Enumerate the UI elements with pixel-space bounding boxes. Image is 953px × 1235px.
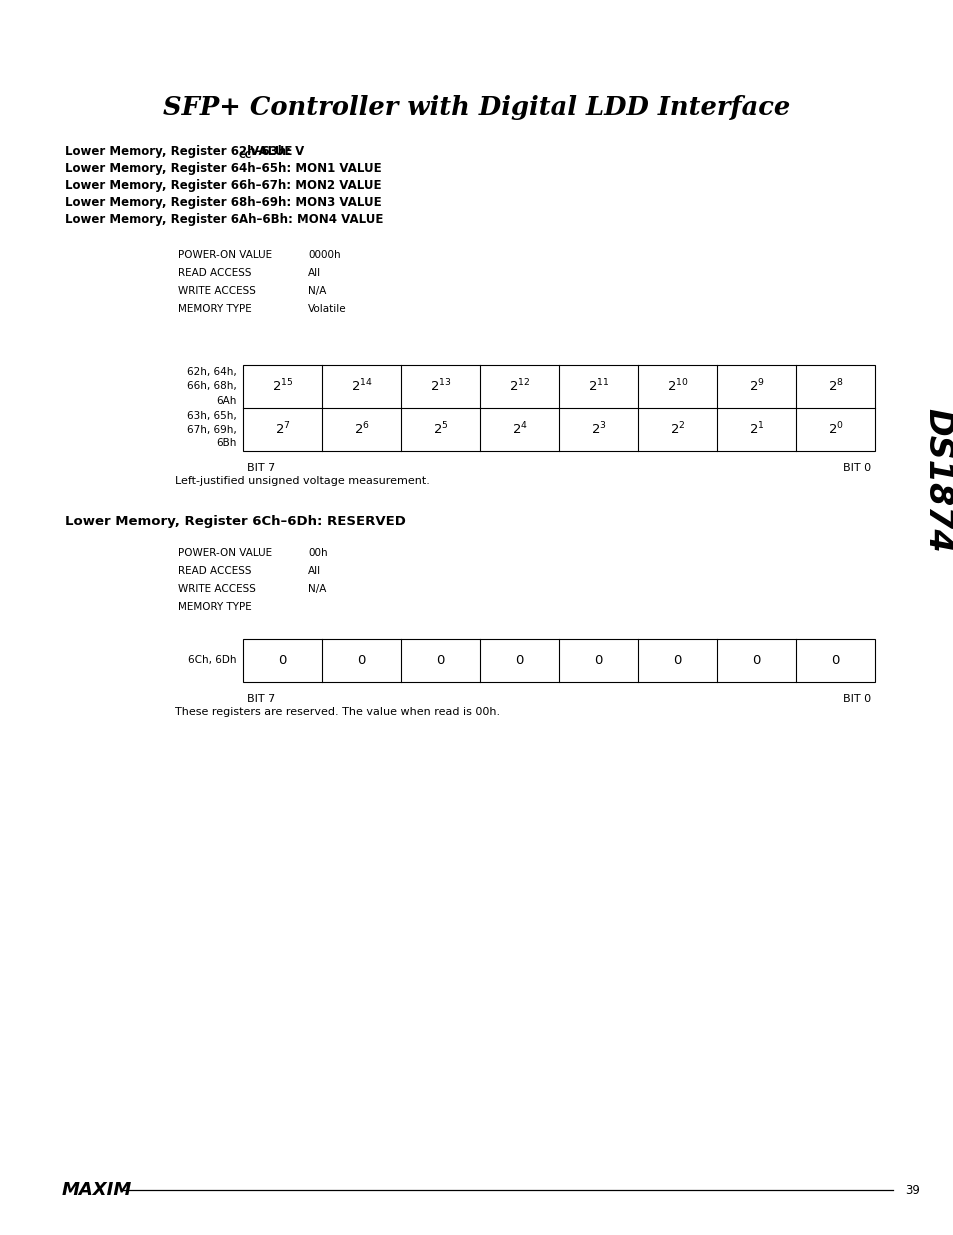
Text: 6Ch, 6Dh: 6Ch, 6Dh — [189, 656, 236, 666]
Text: N/A: N/A — [308, 287, 326, 296]
Text: 2$^{11}$: 2$^{11}$ — [587, 378, 609, 395]
Text: BIT 7: BIT 7 — [247, 463, 275, 473]
Text: Lower Memory, Register 62h–63h: V: Lower Memory, Register 62h–63h: V — [65, 144, 304, 158]
Text: MAXIM: MAXIM — [62, 1181, 132, 1199]
Text: Volatile: Volatile — [308, 304, 346, 314]
Text: Lower Memory, Register 6Ch–6Dh: RESERVED: Lower Memory, Register 6Ch–6Dh: RESERVED — [65, 515, 405, 527]
Text: 0000h: 0000h — [308, 249, 340, 261]
Text: 2$^{8}$: 2$^{8}$ — [827, 378, 842, 395]
Text: BIT 7: BIT 7 — [247, 694, 275, 704]
Text: 2$^{12}$: 2$^{12}$ — [508, 378, 530, 395]
Text: 0: 0 — [752, 655, 760, 667]
Text: 0: 0 — [357, 655, 365, 667]
Text: CC: CC — [238, 151, 252, 161]
Bar — [243, 366, 874, 451]
Text: READ ACCESS: READ ACCESS — [178, 268, 252, 278]
Text: 63h, 65h,
67h, 69h,
6Bh: 63h, 65h, 67h, 69h, 6Bh — [187, 410, 236, 448]
Text: These registers are reserved. The value when read is 00h.: These registers are reserved. The value … — [174, 706, 499, 718]
Text: 2$^{7}$: 2$^{7}$ — [274, 421, 290, 437]
Text: 0: 0 — [278, 655, 287, 667]
Text: 2$^{14}$: 2$^{14}$ — [351, 378, 372, 395]
Text: Lower Memory, Register 68h–69h: MON3 VALUE: Lower Memory, Register 68h–69h: MON3 VAL… — [65, 196, 381, 209]
Text: MEMORY TYPE: MEMORY TYPE — [178, 601, 252, 613]
Text: BIT 0: BIT 0 — [842, 463, 870, 473]
Text: POWER-ON VALUE: POWER-ON VALUE — [178, 548, 272, 558]
Text: WRITE ACCESS: WRITE ACCESS — [178, 584, 255, 594]
Text: Lower Memory, Register 6Ah–6Bh: MON4 VALUE: Lower Memory, Register 6Ah–6Bh: MON4 VAL… — [65, 212, 383, 226]
Text: POWER-ON VALUE: POWER-ON VALUE — [178, 249, 272, 261]
Text: 2$^{1}$: 2$^{1}$ — [748, 421, 763, 437]
Text: MEMORY TYPE: MEMORY TYPE — [178, 304, 252, 314]
Bar — [243, 638, 874, 682]
Text: 2$^{6}$: 2$^{6}$ — [354, 421, 369, 437]
Text: WRITE ACCESS: WRITE ACCESS — [178, 287, 255, 296]
Text: N/A: N/A — [308, 584, 326, 594]
Text: Lower Memory, Register 64h–65h: MON1 VALUE: Lower Memory, Register 64h–65h: MON1 VAL… — [65, 162, 381, 175]
Text: All: All — [308, 566, 321, 576]
Text: 2$^{0}$: 2$^{0}$ — [827, 421, 842, 437]
Text: SFP+ Controller with Digital LDD Interface: SFP+ Controller with Digital LDD Interfa… — [163, 95, 790, 121]
Text: 2$^{3}$: 2$^{3}$ — [590, 421, 606, 437]
Text: 0: 0 — [673, 655, 681, 667]
Text: 2$^{15}$: 2$^{15}$ — [272, 378, 293, 395]
Text: DS1874: DS1874 — [921, 408, 953, 552]
Text: 2$^{5}$: 2$^{5}$ — [433, 421, 448, 437]
Text: 0: 0 — [594, 655, 602, 667]
Text: Left-justified unsigned voltage measurement.: Left-justified unsigned voltage measurem… — [174, 475, 430, 487]
Text: 2$^{10}$: 2$^{10}$ — [666, 378, 688, 395]
Text: Lower Memory, Register 66h–67h: MON2 VALUE: Lower Memory, Register 66h–67h: MON2 VAL… — [65, 179, 381, 191]
Text: 39: 39 — [904, 1183, 919, 1197]
Text: 2$^{9}$: 2$^{9}$ — [748, 378, 763, 395]
Text: 2$^{13}$: 2$^{13}$ — [429, 378, 451, 395]
Text: 2$^{2}$: 2$^{2}$ — [669, 421, 684, 437]
Text: 62h, 64h,
66h, 68h,
6Ah: 62h, 64h, 66h, 68h, 6Ah — [187, 368, 236, 405]
Text: 0: 0 — [515, 655, 523, 667]
Text: VALUE: VALUE — [246, 144, 293, 158]
Text: 0: 0 — [830, 655, 839, 667]
Text: BIT 0: BIT 0 — [842, 694, 870, 704]
Text: 0: 0 — [436, 655, 444, 667]
Text: 2$^{4}$: 2$^{4}$ — [511, 421, 527, 437]
Text: All: All — [308, 268, 321, 278]
Text: 00h: 00h — [308, 548, 327, 558]
Text: READ ACCESS: READ ACCESS — [178, 566, 252, 576]
